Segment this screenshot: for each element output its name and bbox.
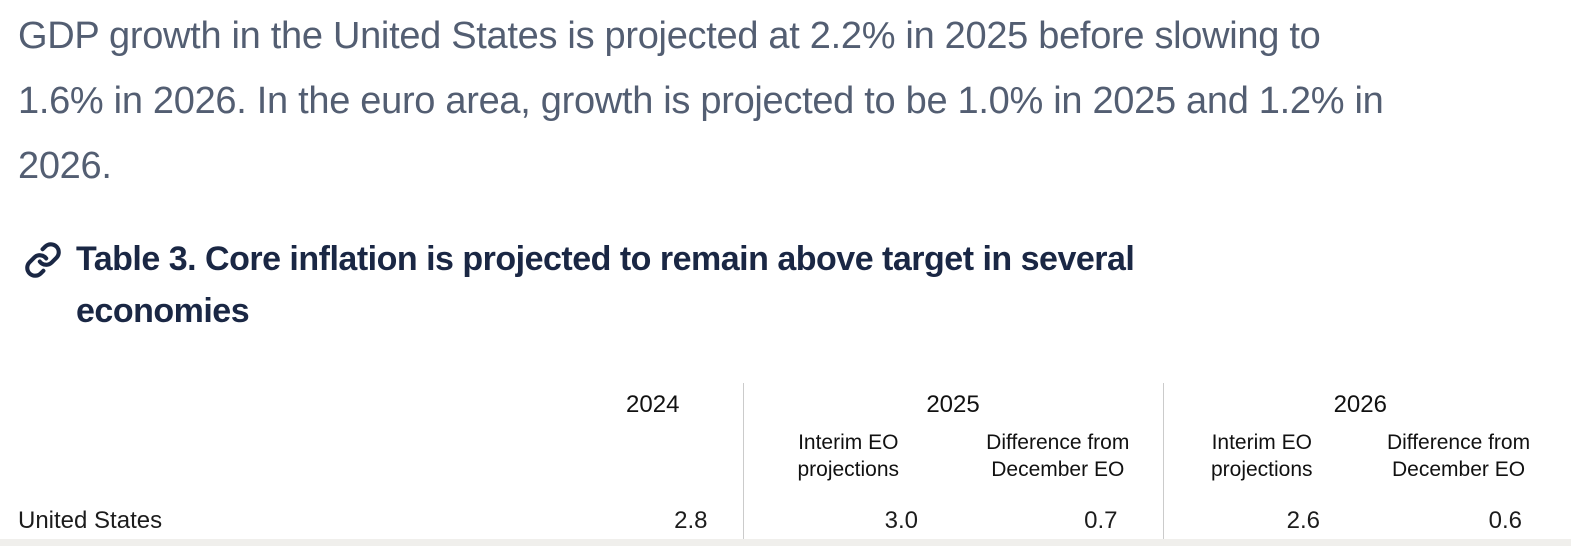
projections-table: 2024 2025 2026 Interim EO projections Di… (18, 383, 1557, 546)
value-2025-interim: 3.0 (884, 507, 918, 534)
empty-corner-cell (18, 383, 563, 427)
year-header-row: 2024 2025 2026 (18, 383, 1557, 427)
subheader-2026-difference: Difference from December EO (1386, 431, 1531, 481)
value-2026-difference: 0.6 (1488, 507, 1523, 534)
link-icon[interactable] (24, 241, 62, 279)
year-header-2024: 2024 (563, 383, 744, 427)
intro-paragraph: GDP growth in the United States is proje… (0, 0, 1571, 199)
intro-line-3: 2026. (18, 145, 112, 187)
empty-subheader-cell (18, 427, 563, 495)
row-label: United States (18, 507, 163, 534)
table-row-united-states: United States 2.8 3.0 0.7 2.6 0.6 (18, 495, 1557, 546)
table-title: Table 3. Core inflation is projected to … (76, 233, 1135, 337)
value-2025-difference: 0.7 (953, 495, 1164, 546)
value-2026-interim: 2.6 (1286, 507, 1321, 534)
subheader-2025-difference: Difference from December EO (953, 427, 1164, 495)
intro-line-2: 1.6% in 2026. In the euro area, growth i… (18, 80, 1384, 122)
subheader-2026-interim: Interim EO projections (1210, 431, 1313, 481)
subheader-row: Interim EO projections Difference from D… (18, 427, 1557, 495)
table-title-line-1: Table 3. Core inflation is projected to … (76, 240, 1135, 278)
empty-subheader-2024 (563, 427, 744, 495)
table-title-line-2: economies (76, 292, 250, 330)
intro-line-1: GDP growth in the United States is proje… (18, 15, 1321, 57)
subheader-2025-interim: Interim EO projections (797, 431, 900, 481)
year-header-2026: 2026 (1333, 391, 1387, 418)
next-row-divider (0, 539, 1571, 546)
year-header-2025: 2025 (743, 383, 1164, 427)
table-heading: Table 3. Core inflation is projected to … (24, 233, 1571, 337)
value-2024: 2.8 (563, 495, 744, 546)
